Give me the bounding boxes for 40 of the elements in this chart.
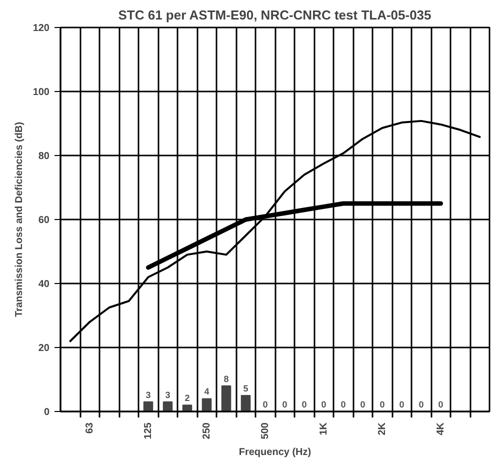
data-label: 0 <box>302 400 307 410</box>
x-tick-label: 1K <box>318 422 330 436</box>
y-axis-title: Transmission Loss and Deficiencies (dB) <box>14 122 25 318</box>
y-tick-label: 100 <box>32 87 50 98</box>
data-label: 2 <box>184 393 190 404</box>
x-tick-label: 500 <box>260 422 271 440</box>
bar <box>221 385 232 412</box>
y-tick-label: 120 <box>32 23 50 34</box>
y-tick-label: 20 <box>38 343 50 354</box>
data-label: 0 <box>418 400 424 410</box>
data-label: 0 <box>282 400 288 410</box>
x-tick-label: 2K <box>376 422 388 436</box>
bar <box>202 398 212 412</box>
data-label: 0 <box>438 400 444 410</box>
y-tick-label: 60 <box>38 215 50 226</box>
data-label: 0 <box>360 400 366 410</box>
x-tick-label: 4K <box>435 422 446 436</box>
bar <box>143 401 154 412</box>
data-label: 0 <box>321 400 326 410</box>
data-label: 3 <box>165 390 170 400</box>
bar <box>162 401 173 412</box>
data-label: 0 <box>340 400 346 410</box>
y-tick-label: 0 <box>44 407 50 418</box>
y-tick-label: 80 <box>38 151 50 162</box>
x-tick-label: 250 <box>201 422 212 440</box>
x-axis-title: Frequency (Hz) <box>238 447 312 458</box>
data-label: 0 <box>380 400 385 410</box>
data-label: 5 <box>243 384 248 394</box>
x-tick-label: 125 <box>142 422 154 440</box>
x-tick-label: 63 <box>84 422 96 434</box>
y-tick-label: 40 <box>38 279 50 290</box>
data-label: 3 <box>146 390 151 400</box>
bar <box>182 404 192 412</box>
data-label: 0 <box>399 400 404 410</box>
data-label: 0 <box>262 400 268 410</box>
data-label: 8 <box>224 374 229 384</box>
bar <box>240 395 251 412</box>
chart-title: STC 61 per ASTM-E90, NRC-CNRC test TLA-05-035 <box>118 8 432 22</box>
data-label: 4 <box>204 386 210 397</box>
line-series <box>146 201 443 270</box>
